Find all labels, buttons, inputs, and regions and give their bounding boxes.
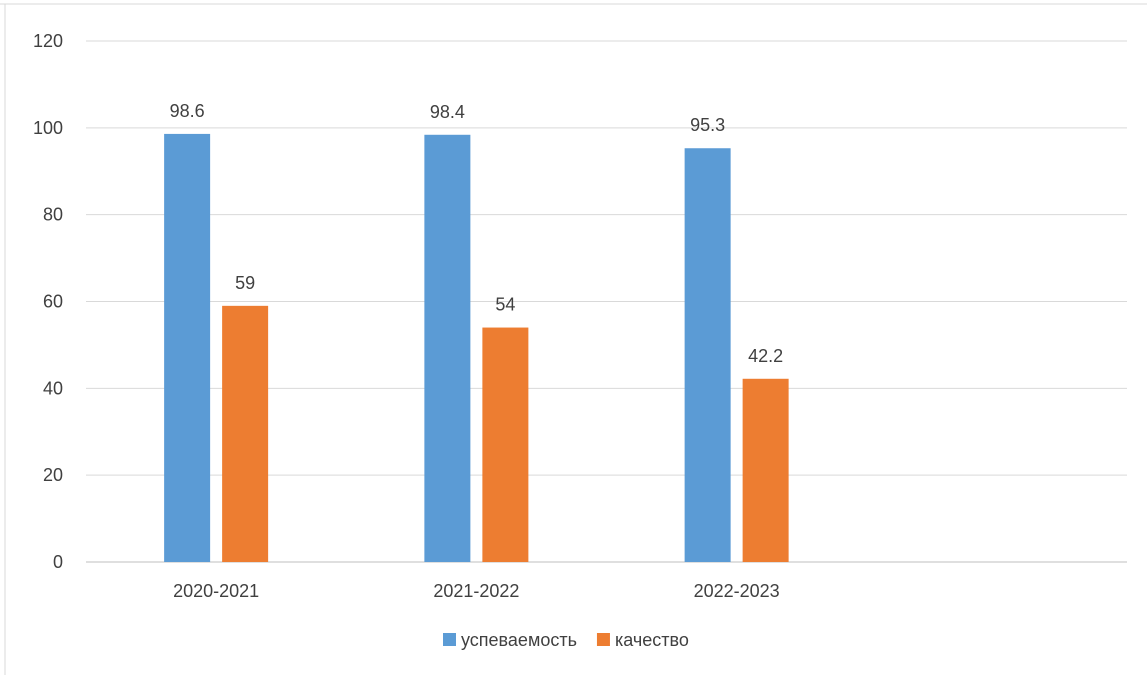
legend-label: качество <box>615 630 689 650</box>
y-tick-label: 100 <box>33 118 63 138</box>
legend-swatch <box>596 633 610 646</box>
bar <box>684 148 731 562</box>
bar <box>424 134 471 562</box>
x-axis-ticks: 2020-2021 2021-2022 2022-2023 <box>173 581 780 601</box>
x-tick-label: 2022-2023 <box>694 581 780 601</box>
data-label: 98.4 <box>430 102 465 122</box>
data-labels: 98.6 59 98.4 54 95.3 42.2 <box>170 101 784 366</box>
bars <box>164 133 789 562</box>
data-label: 59 <box>235 273 255 293</box>
bar <box>164 133 211 562</box>
y-tick-label: 80 <box>43 205 63 225</box>
data-label: 54 <box>495 295 515 315</box>
legend: успеваемость качество <box>443 630 689 650</box>
legend-swatch <box>443 633 456 646</box>
x-tick-label: 2020-2021 <box>173 581 259 601</box>
y-tick-label: 120 <box>33 31 63 51</box>
y-tick-label: 40 <box>43 378 63 398</box>
bar <box>742 378 789 562</box>
data-label: 42.2 <box>748 346 783 366</box>
bar <box>482 327 529 562</box>
data-label: 98.6 <box>170 101 205 121</box>
y-tick-label: 0 <box>53 552 63 572</box>
y-tick-label: 60 <box>43 292 63 312</box>
x-tick-label: 2021-2022 <box>433 581 519 601</box>
bar <box>222 305 269 562</box>
y-tick-label: 20 <box>43 465 63 485</box>
data-label: 95.3 <box>690 115 725 135</box>
legend-label: успеваемость <box>461 630 577 650</box>
y-axis-ticks: 0 20 40 60 80 100 120 <box>33 31 63 572</box>
